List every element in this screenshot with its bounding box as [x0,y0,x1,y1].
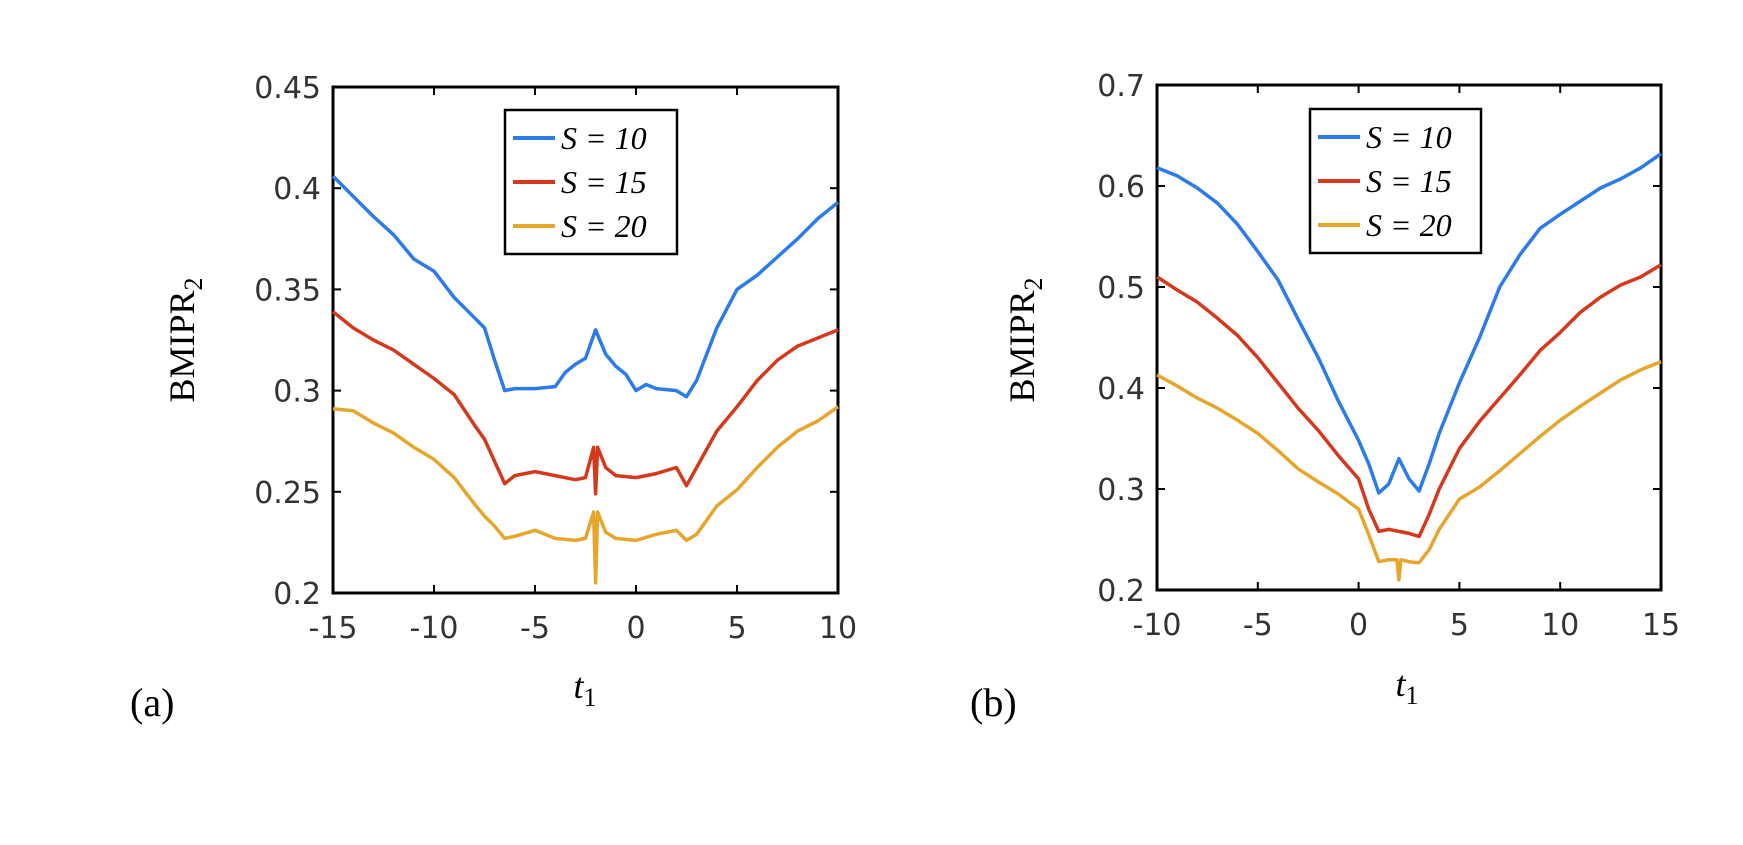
panel-b-label: (b) [970,680,1017,725]
panel-a-series [331,174,840,585]
panel-a-xtick-label: 0 [626,611,645,646]
panel-b-xtick-label: 10 [1541,608,1579,643]
panel-b-series-line-3 [1156,360,1662,582]
panel-a-ytick-label: 0.45 [254,71,321,106]
panel-a-ytick-label: 0.2 [273,577,321,612]
panel-b-ytick-label: 0.6 [1097,170,1145,205]
panel-b: -10 -5 0 5 10 150.20.30.40.50.60.7 S = 10S = … [970,69,1680,725]
panel-a: -15 -10 -5 0 5 10 0.2 0.25 0.3 0.35 0.4 0.45 S = 10… [130,71,857,725]
panel-b-legend: S = 10 S = 15 S = 20 [1308,107,1483,255]
panel-b-series-line-2 [1156,263,1662,539]
panel-b-xtick-label: 0 [1349,608,1368,643]
panel-b-legend-label-2: S = 15 [1366,163,1452,199]
panel-b-legend-label-3: S = 20 [1366,207,1452,243]
panel-a-series-line-3 [332,405,840,585]
panel-a-xtick-label: -10 [410,611,459,646]
panel-a-legend-box [503,108,679,256]
panel-b-ylabel: BMIPR2 [1002,277,1048,402]
panel-b-xtick-label: -5 [1243,608,1273,643]
panel-a-xtick-label: 5 [727,611,746,646]
panel-b-ytick-label: 0.4 [1097,372,1145,407]
panel-a-ytick-label: 0.25 [254,476,321,511]
panel-b-xtick-label: 15 [1642,608,1680,643]
panel-a-series-line-1 [331,174,840,399]
panel-a-xtick-label: -5 [520,611,550,646]
panel-b-ticks: -10 -5 0 5 10 15 0.2 0.3 0.4 0.5 0.6 0.7 [1097,69,1680,643]
panel-a-ytick-label: 0.35 [254,273,321,308]
panel-a-plot-frame [331,85,840,595]
panel-a-xtick-label: 10 [819,611,857,646]
panel-a-ytick-label: 0.3 [273,375,321,410]
panel-a-legend: S = 10 S = 15 S = 20 [503,108,679,256]
panel-b-xtick-label: 5 [1450,608,1469,643]
panel-a-label: (a) [130,680,174,725]
panel-b-ytick-label: 0.2 [1097,574,1145,609]
panel-a-legend-label-3: S = 20 [561,208,647,244]
panel-b-legend-label-1: S = 10 [1366,119,1452,155]
panel-b-ytick-label: 0.3 [1097,473,1145,508]
panel-b-series [1156,152,1663,582]
panel-b-xlabel: t1 [1395,664,1418,710]
panel-a-xtick-label: -15 [309,611,358,646]
panel-a-ylabel: BMIPR2 [162,277,208,402]
panel-a-series-line-2 [331,310,839,496]
panel-b-xtick-label: -10 [1133,608,1182,643]
panel-b-ytick-label: 0.7 [1097,69,1145,104]
panel-a-ticks: -15 -10 -5 0 5 10 0.2 0.25 0.3 0.35 0.4 0.45 [254,71,857,646]
panel-a-legend-label-1: S = 10 [561,120,647,156]
panel-a-legend-label-2: S = 15 [561,164,647,200]
panel-b-plot-frame [1155,83,1663,592]
panel-b-ytick-label: 0.5 [1097,271,1145,306]
panel-a-xlabel: t1 [573,666,596,712]
panel-a-ytick-label: 0.4 [273,172,321,207]
panel-b-series-line-1 [1156,152,1663,495]
